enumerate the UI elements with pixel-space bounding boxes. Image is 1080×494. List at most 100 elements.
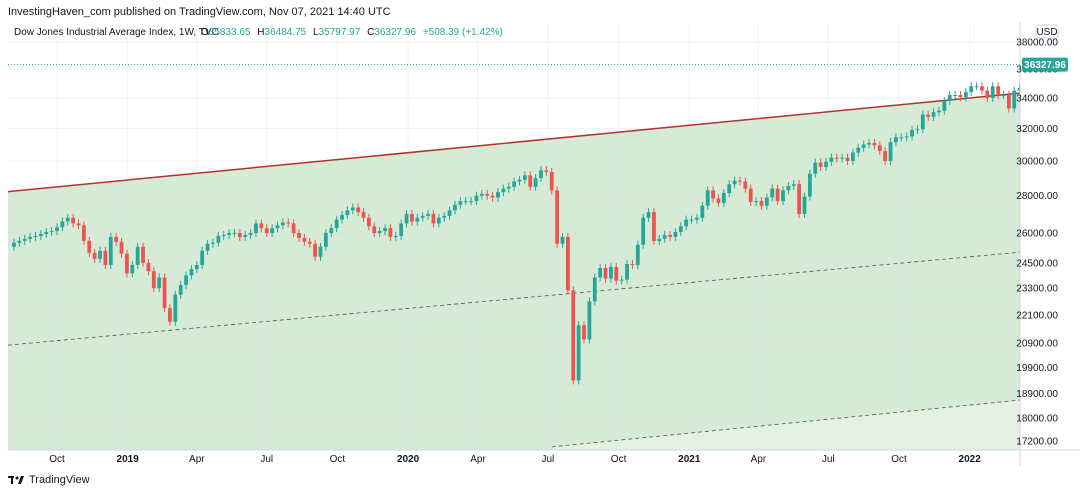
channel-lower-line[interactable] xyxy=(551,399,1020,448)
candle[interactable] xyxy=(297,229,301,242)
candle[interactable] xyxy=(786,181,791,195)
candle[interactable] xyxy=(544,166,549,177)
candle[interactable] xyxy=(125,249,129,278)
price-axis[interactable]: 38000.0036000.0034000.0032000.0030000.00… xyxy=(1016,38,1058,448)
currency-badge[interactable]: USD xyxy=(1035,24,1059,39)
candle[interactable] xyxy=(490,191,495,202)
candle[interactable] xyxy=(87,236,92,257)
candle[interactable] xyxy=(426,210,430,220)
candle[interactable] xyxy=(888,138,893,166)
candle[interactable] xyxy=(587,297,592,344)
candle[interactable] xyxy=(684,215,689,231)
candle[interactable] xyxy=(162,273,167,313)
candle[interactable] xyxy=(829,153,834,166)
candle[interactable] xyxy=(592,273,597,306)
candle[interactable] xyxy=(721,189,726,208)
candle[interactable] xyxy=(851,148,855,166)
channel-mid-line[interactable] xyxy=(8,251,1020,346)
candle[interactable] xyxy=(92,248,97,263)
candle[interactable] xyxy=(770,184,775,202)
candle[interactable] xyxy=(463,197,468,206)
candle[interactable] xyxy=(130,260,135,278)
candle[interactable] xyxy=(205,239,210,255)
candle[interactable] xyxy=(194,260,199,274)
candle[interactable] xyxy=(334,215,339,233)
candle[interactable] xyxy=(318,242,323,261)
candle[interactable] xyxy=(899,133,904,142)
candle[interactable] xyxy=(700,201,705,222)
candle[interactable] xyxy=(522,171,527,184)
candle[interactable] xyxy=(775,184,780,206)
candle[interactable] xyxy=(350,203,355,215)
candle[interactable] xyxy=(668,230,672,241)
candle[interactable] xyxy=(1071,75,1075,87)
candle[interactable] xyxy=(990,82,995,103)
candle[interactable] xyxy=(512,177,517,191)
candle[interactable] xyxy=(738,176,742,186)
candle[interactable] xyxy=(716,194,721,208)
candle[interactable] xyxy=(533,174,538,191)
candle[interactable] xyxy=(861,140,866,152)
candle[interactable] xyxy=(65,213,70,226)
candle[interactable] xyxy=(727,180,732,198)
candle[interactable] xyxy=(1034,79,1038,89)
candle[interactable] xyxy=(506,182,511,193)
candle[interactable] xyxy=(926,110,931,121)
candle[interactable] xyxy=(1012,86,1017,113)
candle[interactable] xyxy=(652,208,656,245)
candle[interactable] xyxy=(689,215,694,224)
candle[interactable] xyxy=(883,147,888,166)
candle[interactable] xyxy=(974,82,979,91)
candle[interactable] xyxy=(232,229,237,238)
candle[interactable] xyxy=(1045,76,1049,85)
candle[interactable] xyxy=(221,230,226,240)
candle[interactable] xyxy=(307,237,312,248)
candle[interactable] xyxy=(361,208,366,222)
candle[interactable] xyxy=(280,218,285,230)
channel-upper-line[interactable] xyxy=(8,92,1020,193)
candle[interactable] xyxy=(910,126,914,141)
candle[interactable] xyxy=(485,189,490,200)
candle[interactable] xyxy=(259,219,264,233)
candle[interactable] xyxy=(813,158,818,178)
candle[interactable] xyxy=(474,191,479,206)
candle[interactable] xyxy=(947,91,952,105)
candle[interactable] xyxy=(635,240,640,270)
candle[interactable] xyxy=(625,259,629,284)
candle[interactable] xyxy=(108,232,113,270)
candle[interactable] xyxy=(673,228,678,241)
candle[interactable] xyxy=(824,157,828,171)
candle[interactable] xyxy=(323,229,328,251)
candle[interactable] xyxy=(867,138,871,149)
candle[interactable] xyxy=(60,217,65,232)
candle[interactable] xyxy=(340,210,344,224)
candle[interactable] xyxy=(980,82,984,95)
candle[interactable] xyxy=(436,213,441,228)
candle[interactable] xyxy=(528,171,533,191)
candle[interactable] xyxy=(1001,91,1006,100)
candle[interactable] xyxy=(447,206,452,220)
candle[interactable] xyxy=(44,228,49,239)
candle[interactable] xyxy=(609,263,613,283)
candle[interactable] xyxy=(71,213,76,228)
candle[interactable] xyxy=(565,232,570,295)
candle[interactable] xyxy=(383,224,387,236)
candle[interactable] xyxy=(313,239,318,261)
candle[interactable] xyxy=(937,106,941,117)
candle[interactable] xyxy=(641,213,646,249)
candle[interactable] xyxy=(496,188,500,202)
candle[interactable] xyxy=(1028,81,1032,90)
candle[interactable] xyxy=(571,286,576,385)
candle[interactable] xyxy=(657,234,662,245)
candle[interactable] xyxy=(797,180,802,219)
candle[interactable] xyxy=(33,231,38,241)
candle[interactable] xyxy=(985,86,990,103)
candle[interactable] xyxy=(915,125,920,135)
candle[interactable] xyxy=(576,321,581,385)
candle[interactable] xyxy=(614,263,619,285)
candle[interactable] xyxy=(807,169,812,201)
candle[interactable] xyxy=(764,193,769,210)
candle[interactable] xyxy=(732,176,737,189)
candle[interactable] xyxy=(141,242,145,267)
candle[interactable] xyxy=(942,96,947,115)
